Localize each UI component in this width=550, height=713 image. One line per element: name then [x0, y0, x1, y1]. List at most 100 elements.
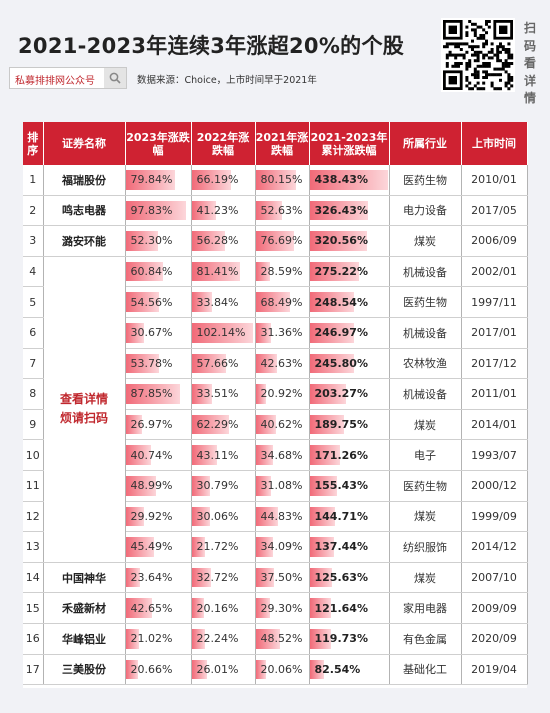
cell-value: 20.06% [260, 662, 303, 676]
listing-date-cell: 2014/12 [461, 531, 528, 563]
industry-cell: 机械设备 [389, 378, 462, 410]
scan-for-details-cell: 查看详情 烦请扫码 [43, 256, 126, 563]
cell-value: 48.99% [130, 479, 173, 493]
header-2021: 2021年涨跌幅 [255, 122, 310, 165]
cell-value: 44.83% [260, 509, 303, 523]
header-cumulative: 2021-2023年累计涨跌幅 [309, 122, 390, 165]
table-row: 9 26.97% 62.29% 40.62% 189.75% 煤炭 2014/01 [23, 409, 528, 441]
industry-cell: 基础化工 [389, 654, 462, 686]
rank-cell: 15 [23, 592, 44, 624]
cell-value: 28.59% [260, 265, 303, 279]
rank-cell: 7 [23, 348, 44, 380]
value-bar [255, 445, 273, 465]
table-row: 5 54.56% 33.84% 68.49% 248.54% 医药生物 1997/11 [23, 286, 528, 318]
change-2021-cell: 34.09% [255, 531, 310, 563]
industry-cell: 电子 [389, 439, 462, 471]
scan-char: 码 [523, 38, 536, 53]
industry-cell: 煤炭 [389, 501, 462, 533]
listing-date-cell: 2007/10 [461, 562, 528, 594]
value-bar [309, 628, 331, 649]
change-2022-cell: 26.01% [191, 654, 256, 686]
header-listed: 上市时间 [461, 122, 528, 165]
value-bar [191, 231, 226, 251]
industry-cell: 机械设备 [389, 317, 462, 349]
cumulative-change-cell: 246.97% [309, 317, 390, 349]
value-bar [191, 628, 205, 649]
cell-value: 37.50% [260, 571, 303, 585]
value-bar [191, 353, 227, 374]
cell-value: 57.66% [196, 356, 239, 370]
cell-value: 31.36% [260, 326, 303, 340]
listing-date-cell: 1997/11 [461, 286, 528, 318]
change-2023-cell: 48.99% [125, 470, 192, 502]
value-bar [125, 537, 154, 557]
change-2023-cell: 60.84% [125, 256, 192, 288]
header-rank: 排序 [23, 122, 44, 165]
listing-date-cell: 2000/12 [461, 470, 528, 502]
cumulative-change-cell: 275.22% [309, 256, 390, 288]
value-bar [125, 445, 151, 465]
cell-value: 48.52% [260, 632, 303, 646]
industry-cell: 农林牧渔 [389, 348, 462, 380]
change-2023-cell: 20.66% [125, 654, 192, 686]
industry-cell: 医药生物 [389, 470, 462, 502]
change-2022-cell: 20.16% [191, 592, 256, 624]
cell-value: 82.54% [314, 662, 361, 676]
table-row: 2 鸣志电器 97.83% 41.23% 52.63% 326.43% 电力设备 2017/0… [23, 195, 528, 227]
cell-value: 144.71% [314, 509, 368, 523]
cumulative-change-cell: 320.56% [309, 225, 390, 257]
security-name-cell: 中国神华 [43, 562, 126, 594]
header-2023: 2023年涨跌幅 [125, 122, 192, 165]
table-row: 17 三美股份 20.66% 26.01% 20.06% 82.54% 基础化工 2019/0… [23, 654, 528, 686]
cell-value: 20.16% [196, 601, 239, 615]
table-header-row: 排序 证券名称 2023年涨跌幅 2022年涨跌幅 2021年涨跌幅 2021-… [23, 122, 528, 165]
change-2022-cell: 33.84% [191, 286, 256, 318]
rank-cell: 8 [23, 378, 44, 410]
table-row: 4 查看详情 烦请扫码 60.84% 81.41% 28.59% 275.22% 机械设备 20… [23, 256, 528, 563]
change-2023-cell: 45.49% [125, 531, 192, 563]
change-2022-cell: 30.79% [191, 470, 256, 502]
value-bar [255, 475, 272, 496]
header-name: 证券名称 [43, 122, 126, 165]
cell-value: 20.92% [260, 387, 303, 401]
search-icon[interactable] [104, 68, 126, 88]
cell-value: 438.43% [314, 173, 368, 187]
value-bar [125, 353, 159, 374]
cell-value: 87.85% [130, 387, 173, 401]
listing-date-cell: 1999/09 [461, 501, 528, 533]
change-2022-cell: 66.19% [191, 165, 256, 196]
rank-cell: 14 [23, 562, 44, 594]
cell-value: 40.62% [260, 418, 303, 432]
cumulative-change-cell: 119.73% [309, 623, 390, 655]
cell-value: 31.08% [260, 479, 303, 493]
change-2023-cell: 97.83% [125, 195, 192, 227]
cell-value: 60.84% [130, 265, 173, 279]
value-bar [255, 292, 291, 312]
cell-value: 125.63% [314, 571, 368, 585]
table-row: 16 华峰铝业 21.02% 22.24% 48.52% 119.73% 有色金属 2020/… [23, 623, 528, 655]
change-2022-cell: 22.24% [191, 623, 256, 655]
cell-value: 102.14% [196, 326, 246, 340]
cell-value: 66.19% [196, 173, 239, 187]
listing-date-cell: 2019/04 [461, 654, 528, 686]
change-2023-cell: 42.65% [125, 592, 192, 624]
cell-value: 320.56% [314, 234, 368, 248]
value-bar [255, 384, 267, 404]
change-2022-cell: 102.14% [191, 317, 256, 349]
cell-value: 29.30% [260, 601, 303, 615]
change-2022-cell: 33.51% [191, 378, 256, 410]
rank-cell: 1 [23, 165, 44, 196]
search-box[interactable]: 私募排排网公众号 [9, 67, 127, 89]
value-bar [125, 567, 141, 588]
cumulative-change-cell: 245.80% [309, 348, 390, 380]
rank-cell: 6 [23, 317, 44, 349]
change-2021-cell: 42.63% [255, 348, 310, 380]
cell-value: 52.30% [130, 234, 173, 248]
header-2022: 2022年涨跌幅 [191, 122, 256, 165]
industry-cell: 煤炭 [389, 562, 462, 594]
change-2022-cell: 62.29% [191, 409, 256, 441]
value-bar [255, 322, 272, 343]
cell-value: 121.64% [314, 601, 368, 615]
cell-value: 29.92% [130, 509, 173, 523]
change-2021-cell: 80.15% [255, 165, 310, 196]
